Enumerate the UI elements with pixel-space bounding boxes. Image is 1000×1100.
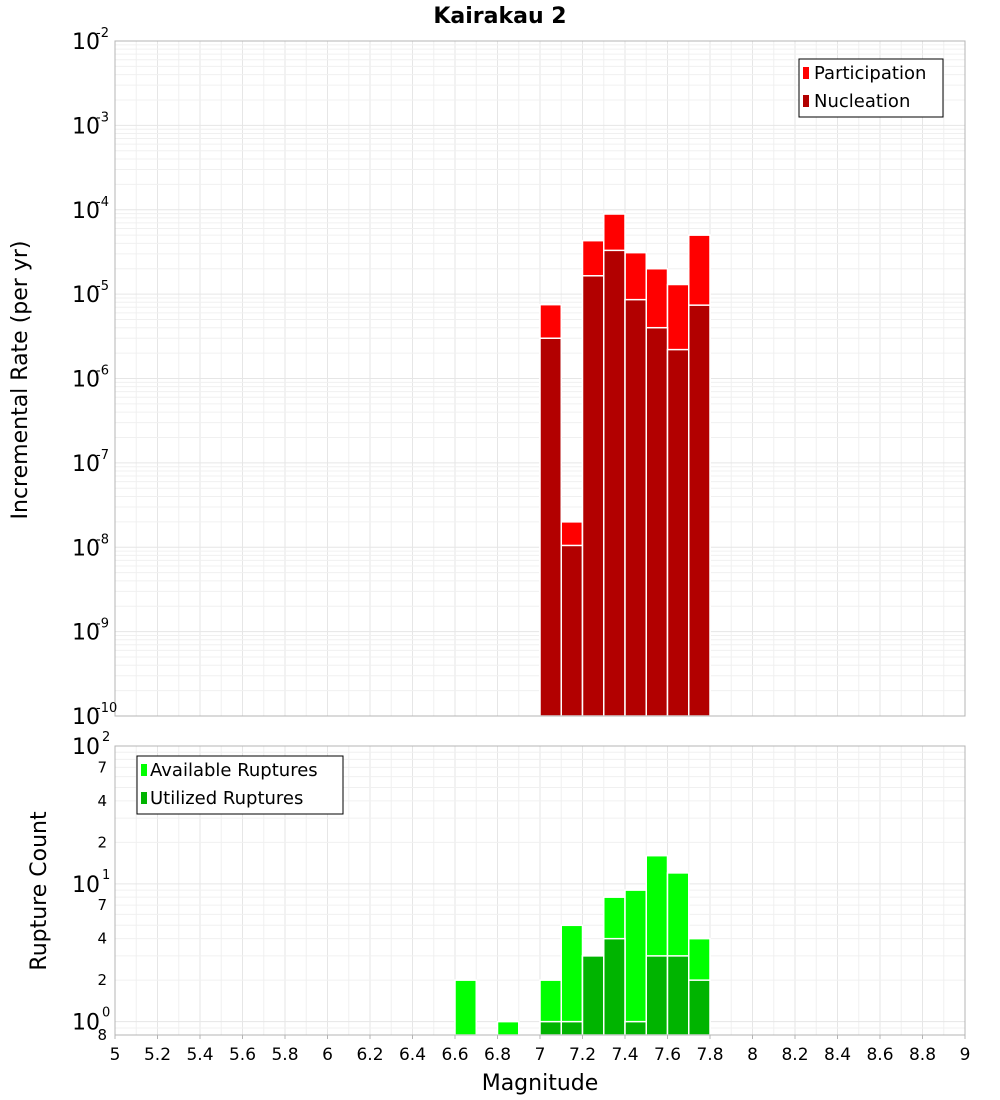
rate-y-tick-label: 10 (72, 452, 100, 477)
count-utilized-ruptures-bar (603, 937, 626, 1036)
count-y-minor-tick-label: 2 (97, 971, 107, 989)
count-utilized-ruptures-bar (581, 955, 605, 1036)
rate-nucleation-bar (666, 348, 690, 717)
magnitude-x-ticks: 5 5.2 5.4 5.6 5.8 6 6.2 6.4 6.6 6.8 7 7.2 7.4 7.6 7.8 8… (110, 1035, 971, 1065)
count-utilized-ruptures-bar (539, 1020, 562, 1036)
rate-y-tick-exponent: -4 (96, 195, 109, 210)
rate-y-tick-exponent: -3 (96, 110, 109, 125)
rate-plot-border (114, 40, 966, 717)
rate-y-tick-label: 10 (72, 368, 100, 393)
x-tick-label: 6.4 (399, 1045, 426, 1065)
rate-y-tick-exponent: -8 (96, 532, 109, 547)
x-tick-label: 6.6 (441, 1045, 468, 1065)
rate-y-tick-label: 10 (72, 705, 100, 730)
x-tick-label: 5.6 (229, 1045, 256, 1065)
legend-label-nucleation: Nucleation (814, 91, 910, 112)
rate-y-tick-exponent: -5 (96, 279, 109, 294)
x-tick-label: 7.2 (569, 1045, 596, 1065)
count-y-minor-tick-label: 4 (97, 792, 107, 810)
count-y-tick-label: 10 (72, 1011, 100, 1036)
count-bars (454, 854, 711, 1036)
rate-nucleation-bar (645, 326, 669, 717)
count-y-minor-tick-label: 2 (97, 833, 107, 851)
rate-y-tick-label: 10 (72, 283, 100, 308)
count-utilized-ruptures-bar (666, 955, 690, 1036)
rate-y-ticks: 10-210-310-410-510-610-710-810-910-10 (72, 26, 117, 730)
count-y-axis-label: Rupture Count (27, 811, 52, 971)
rate-y-tick-label: 10 (72, 199, 100, 224)
rate-y-tick-exponent: -10 (96, 701, 117, 716)
x-tick-label: 7.8 (696, 1045, 723, 1065)
legend-swatch-participation (803, 67, 809, 79)
count-utilized-ruptures-bar (688, 979, 711, 1036)
x-tick-label: 7.4 (611, 1045, 638, 1065)
rate-y-tick-exponent: -7 (96, 448, 109, 463)
count-y-minor-tick-label: 4 (97, 930, 107, 948)
x-tick-label: 5.2 (144, 1045, 171, 1065)
x-tick-label: 6 (322, 1045, 333, 1065)
count-available-ruptures-bar (560, 924, 584, 1036)
count-available-ruptures-bar (454, 979, 477, 1036)
rate-y-axis-label: Incremental Rate (per yr) (8, 241, 33, 520)
count-y-tick-label: 10 (72, 735, 100, 760)
rate-nucleation-bar (581, 275, 605, 717)
rate-nucleation-bar (603, 249, 626, 717)
rate-y-tick-exponent: -2 (96, 26, 109, 41)
x-tick-label: 8.4 (824, 1045, 851, 1065)
legend-label-participation: Participation (814, 63, 926, 84)
count-y-tick-exponent: 2 (102, 730, 110, 745)
rate-y-tick-label: 10 (72, 30, 100, 55)
x-axis-label: Magnitude (482, 1071, 599, 1096)
chart-title: Kairakau 2 (433, 4, 566, 29)
rate-nucleation-bar (560, 544, 584, 717)
count-utilized-ruptures-bar (645, 955, 669, 1036)
x-tick-label: 9 (960, 1045, 971, 1065)
x-tick-label: 5 (110, 1045, 121, 1065)
legend-swatch-utilized-ruptures (141, 792, 147, 804)
legend-label-utilized-ruptures: Utilized Ruptures (150, 788, 303, 809)
rate-nucleation-bar (688, 304, 711, 717)
x-tick-label: 8.8 (909, 1045, 936, 1065)
count-y-minor-tick-label: 7 (97, 758, 107, 776)
legend-swatch-available-ruptures (141, 764, 147, 776)
x-tick-label: 7 (535, 1045, 546, 1065)
rate-y-tick-exponent: -6 (96, 364, 109, 379)
x-tick-label: 7.6 (654, 1045, 681, 1065)
count-utilized-ruptures-bar (560, 1020, 584, 1036)
x-tick-label: 5.8 (271, 1045, 298, 1065)
count-y-tick-exponent: 0 (102, 1006, 110, 1021)
x-tick-label: 5.4 (186, 1045, 213, 1065)
legend-label-available-ruptures: Available Ruptures (150, 760, 318, 781)
count-legend: Available Ruptures Utilized Ruptures (136, 755, 344, 815)
count-y-tick-label: 10 (72, 873, 100, 898)
rate-nucleation-bar (624, 298, 647, 717)
count-utilized-ruptures-bar (624, 1020, 647, 1036)
rate-legend: Participation Nucleation (798, 58, 944, 118)
x-tick-label: 8.6 (866, 1045, 893, 1065)
count-available-ruptures-bar (496, 1020, 520, 1036)
count-available-ruptures-bar (624, 889, 647, 1036)
rate-grid (114, 41, 966, 717)
legend-swatch-nucleation (803, 95, 809, 107)
x-tick-label: 8.2 (781, 1045, 808, 1065)
rate-nucleation-bar (539, 337, 562, 717)
x-tick-label: 6.2 (356, 1045, 383, 1065)
rate-y-tick-label: 10 (72, 621, 100, 646)
count-y-tick-exponent: 1 (102, 868, 110, 883)
rate-y-tick-label: 10 (72, 536, 100, 561)
count-y-minor-tick-label: 7 (97, 896, 107, 914)
rate-y-tick-exponent: -9 (96, 617, 109, 632)
count-y-minor-tick-label: 8 (97, 1026, 107, 1044)
x-tick-label: 6.8 (484, 1045, 511, 1065)
x-tick-label: 8 (747, 1045, 758, 1065)
rate-y-tick-label: 10 (72, 114, 100, 139)
